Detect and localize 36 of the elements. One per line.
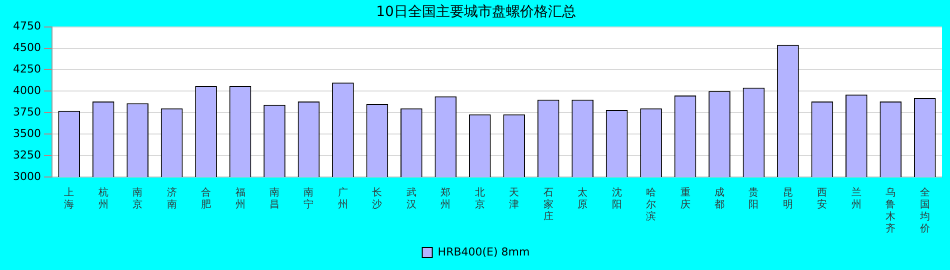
chart-title: 10日全国主要城市盘螺价格汇总 bbox=[376, 4, 576, 20]
x-tick-label: 南京 bbox=[132, 186, 143, 211]
x-tick-label: 上海 bbox=[64, 186, 74, 211]
x-tick-label: 南宁 bbox=[304, 186, 314, 211]
x-tick-label: 石家庄 bbox=[543, 188, 554, 223]
y-tick-label: 3500 bbox=[12, 126, 41, 140]
x-tick-label: 福州 bbox=[235, 186, 246, 211]
x-tick-label: 成都 bbox=[714, 186, 724, 211]
x-tick-label: 天津 bbox=[509, 188, 520, 211]
x-tick-label: 北京 bbox=[474, 186, 485, 211]
x-tick-label: 太原 bbox=[578, 186, 588, 211]
x-tick-label: 济南 bbox=[166, 186, 177, 211]
y-tick-label: 3000 bbox=[12, 170, 41, 183]
x-tick-label: 兰州 bbox=[851, 186, 862, 211]
x-tick-label: 杭州 bbox=[97, 186, 108, 211]
y-tick-label: 4750 bbox=[12, 20, 41, 33]
y-tick-label: 3250 bbox=[12, 148, 41, 162]
x-tick-label: 郑州 bbox=[440, 186, 451, 211]
legend-label: HRB400(E) 8mm bbox=[438, 245, 530, 258]
x-tick-label: 重庆 bbox=[680, 186, 690, 211]
x-tick-label: 哈尔滨 bbox=[646, 186, 656, 223]
x-tick-label: 昆明 bbox=[782, 188, 793, 211]
x-tick-label: 乌鲁木齐 bbox=[886, 186, 896, 235]
x-tick-label: 广州 bbox=[338, 186, 348, 211]
x-tick-label: 全国均价 bbox=[918, 186, 930, 235]
y-tick-label: 4000 bbox=[12, 84, 41, 98]
x-tick-label: 合肥 bbox=[201, 186, 212, 211]
x-tick-label: 西安 bbox=[817, 188, 828, 211]
y-tick-label: 3750 bbox=[12, 105, 41, 118]
x-tick-label: 南昌 bbox=[269, 186, 280, 211]
x-tick-label: 武汉 bbox=[406, 186, 416, 211]
y-tick-label: 4500 bbox=[12, 41, 41, 54]
x-tick-label: 沈阳 bbox=[612, 186, 622, 211]
x-tick-label: 贵阳 bbox=[748, 186, 759, 211]
x-tick-label: 长沙 bbox=[372, 186, 382, 211]
y-tick-label: 4250 bbox=[12, 62, 41, 76]
